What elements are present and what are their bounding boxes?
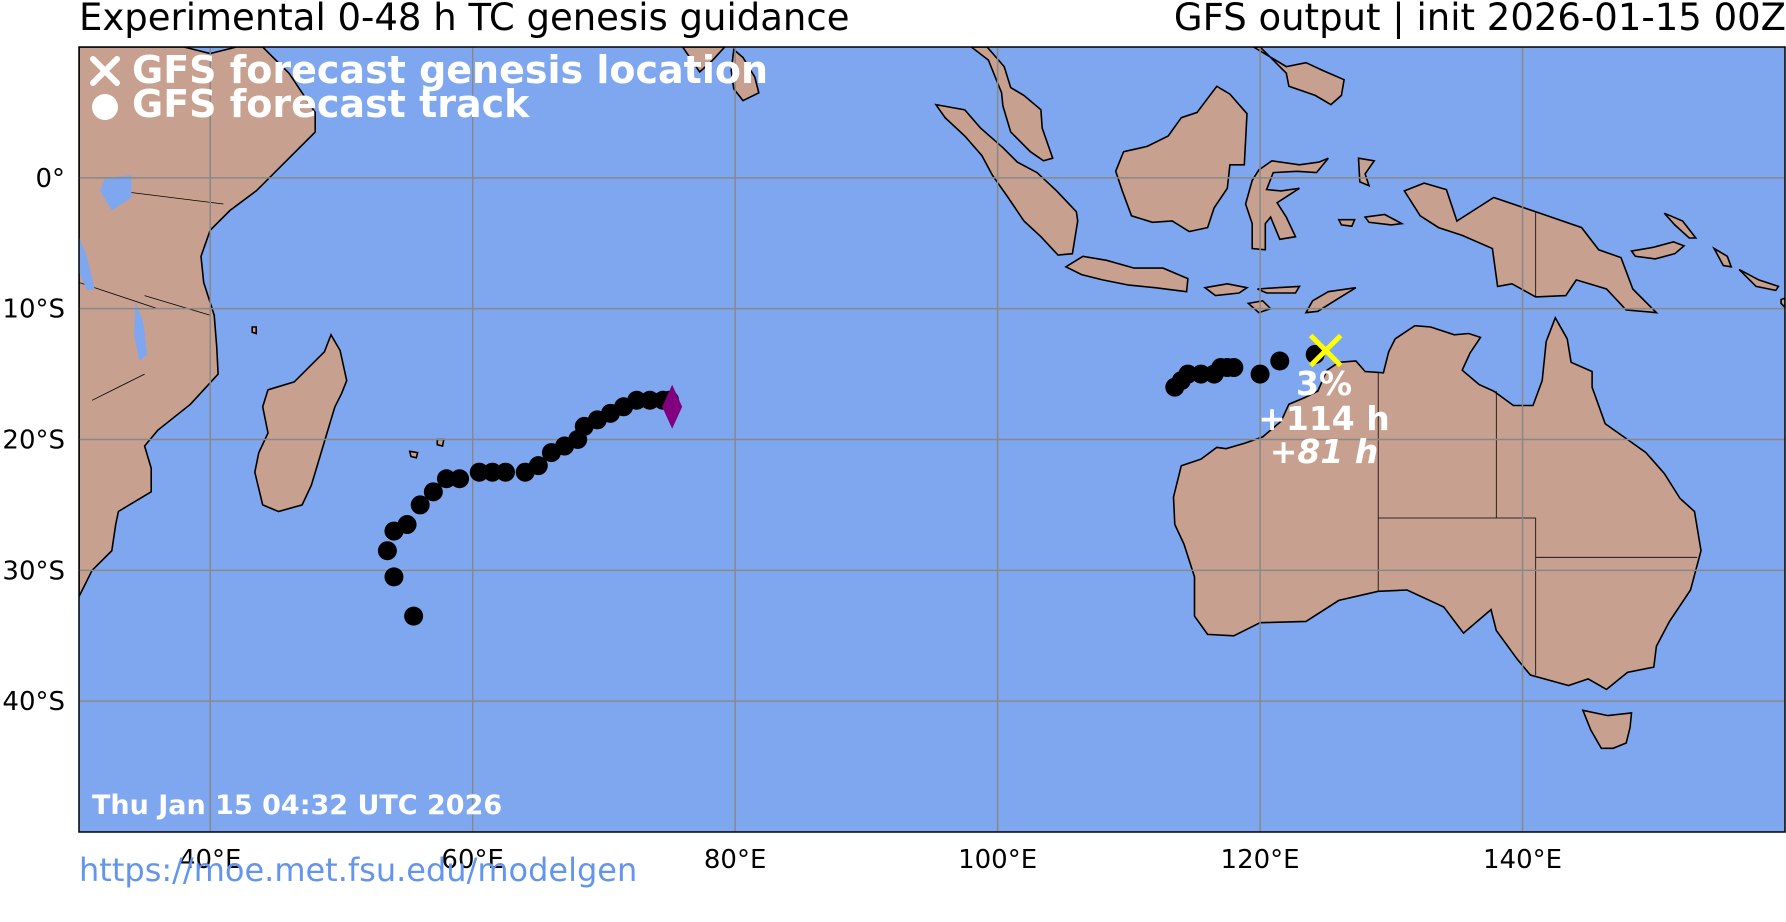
track-point: [450, 469, 470, 489]
landmass-sumbawa: [1203, 282, 1250, 297]
timestamp: Thu Jan 15 04:32 UTC 2026: [92, 790, 502, 821]
x-tick-label: 140°E: [1483, 845, 1562, 875]
track-point: [404, 606, 424, 626]
landmass-flores: [1257, 285, 1301, 294]
track-point: [482, 462, 502, 482]
track-point: [377, 541, 397, 561]
landmass-malay: [970, 47, 1054, 162]
map-frame: [78, 46, 1786, 833]
track-point: [528, 456, 548, 476]
genesis-lead-time-2: +81 h: [1270, 432, 1379, 471]
x-tick-label: 40°E: [179, 845, 242, 875]
track-point: [1224, 358, 1244, 378]
track-end-marker: [662, 384, 683, 429]
landmass-africa: [79, 47, 316, 597]
landmass-sulawesi: [1244, 157, 1329, 251]
axis-ticks: 40°E 60°E 80°E 100°E 120°E 140°E 0° 10°S 20°S 30°…: [2, 164, 1562, 875]
track-point: [384, 567, 404, 587]
border-line: [118, 190, 224, 205]
x-tick-label: 60°E: [441, 845, 504, 875]
landmass-new-guinea: [1403, 182, 1659, 314]
landmass-buru: [1337, 218, 1356, 228]
lake: [100, 175, 132, 211]
x-tick-label: 120°E: [1221, 845, 1300, 875]
track-point: [1178, 364, 1198, 384]
track-point: [469, 462, 489, 482]
track-point: [1191, 364, 1211, 384]
landmass-java: [1064, 255, 1189, 293]
footer-link[interactable]: https://moe.met.fsu.edu/modelgen: [79, 851, 638, 889]
landmass-mauritius: [436, 438, 445, 447]
landmass-timor: [1304, 286, 1357, 314]
track-point: [423, 482, 443, 502]
track-layer: [377, 333, 1343, 626]
lake: [79, 236, 95, 291]
track-point: [640, 390, 660, 410]
x-tick-label: 80°E: [704, 845, 767, 875]
track-point: [627, 390, 647, 410]
genesis-x-icon: [1308, 333, 1343, 368]
y-tick-label: 10°S: [2, 295, 65, 325]
landmass-new-britain: [1630, 241, 1686, 260]
lake: [134, 302, 148, 361]
genesis-annotation: 3% +114 h +81 h: [1258, 364, 1390, 471]
track-point: [410, 495, 430, 515]
y-tick-label: 40°S: [2, 687, 65, 717]
x-tick-label: 100°E: [958, 845, 1037, 875]
landmass-solomon: [1738, 268, 1780, 292]
landmass-bougainville: [1712, 246, 1733, 268]
landmass-comoros: [251, 326, 257, 335]
legend-genesis-label: GFS forecast genesis location: [132, 48, 768, 92]
landmass-philippines: [1251, 47, 1345, 106]
track-point: [436, 469, 456, 489]
landmass-sri-lanka: [730, 48, 760, 102]
x-icon: [90, 56, 120, 86]
genesis-probability: 3%: [1296, 364, 1352, 403]
gridlines: [79, 47, 1785, 832]
landmass-borneo: [1114, 85, 1248, 233]
track-point: [1250, 364, 1270, 384]
landmass-australia: [1172, 315, 1702, 691]
genesis-lead-italic: 81 h: [1297, 432, 1378, 471]
y-tick-label: 0°: [35, 164, 65, 194]
map-title: Experimental 0-48 h TC genesis guidance: [79, 0, 850, 39]
landmass-india-tip: [681, 47, 726, 74]
land-layer: [79, 47, 1785, 750]
track-point: [1270, 351, 1290, 371]
track-point: [397, 515, 417, 535]
landmass-new-ireland: [1663, 212, 1698, 239]
legend-track-label: GFS forecast track: [132, 82, 530, 126]
legend: GFS forecast genesis location GFS foreca…: [90, 48, 768, 126]
landmass-guadalcanal: [1780, 297, 1785, 309]
y-tick-label: 30°S: [2, 556, 65, 586]
landmass-madagascar: [253, 332, 348, 513]
landmass-tasmania: [1581, 709, 1633, 750]
y-tick-label: 20°S: [2, 426, 65, 456]
genesis-lead-prefix: +: [1270, 432, 1298, 471]
genesis-lead-time: +114 h: [1258, 399, 1390, 438]
border-line: [144, 295, 211, 316]
landmass-seram: [1363, 213, 1405, 226]
dot-icon: [92, 94, 118, 120]
border-line: [91, 373, 145, 401]
landmass-sumatra: [934, 103, 1079, 256]
model-init-label: GFS output | init 2026-01-15 00Z: [1173, 0, 1786, 39]
landmass-reunion: [408, 450, 419, 459]
track-point: [496, 462, 515, 482]
